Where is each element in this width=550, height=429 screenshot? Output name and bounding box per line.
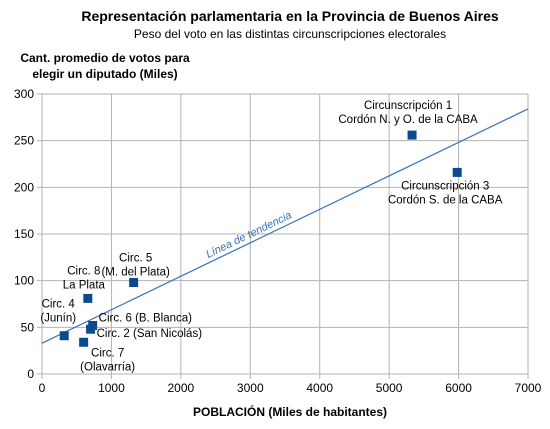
data-point-marker — [407, 130, 417, 140]
x-tick-label: 5000 — [376, 381, 403, 395]
x-tick-label: 4000 — [306, 381, 333, 395]
x-tick-label: 2000 — [168, 381, 195, 395]
trendline-label: Línea de tendencia — [204, 209, 294, 260]
data-point-marker — [59, 331, 69, 341]
y-tick-label: 50 — [21, 320, 35, 334]
data-point-label: Circ. 6 (B. Blanca) — [99, 312, 192, 324]
data-point-marker — [452, 167, 462, 177]
point-labels: Circunscripción 1 Cordón N. y O. de la CA… — [40, 100, 502, 373]
data-point-marker — [86, 324, 96, 334]
data-points — [59, 130, 462, 347]
data-point-marker — [79, 337, 89, 347]
data-point-label: Circ. 2 (San Nicolás) — [97, 328, 203, 340]
trendline-group: Línea de tendencia — [41, 108, 529, 344]
x-tick-label: 7000 — [515, 381, 542, 395]
x-axis-title: POBLACIÓN (Miles de habitantes) — [193, 404, 387, 419]
data-point-label: La Plata — [63, 279, 106, 291]
data-point-marker — [83, 293, 93, 303]
tick-labels: 0 1000 2000 3000 4000 5000 6000 7000 0 50 100 150 20… — [14, 87, 542, 395]
data-point-label: Circ. 5 — [119, 253, 152, 265]
data-point-label: Circ. 4 — [42, 299, 76, 311]
data-point-label: Cordón S. de la CABA — [388, 194, 503, 206]
grid — [37, 93, 529, 379]
data-point-label: (M. del Plata) — [101, 267, 170, 279]
x-tick-label: 0 — [39, 381, 46, 395]
data-point-label: (Junín) — [40, 313, 76, 325]
data-point-label: Circunscripción 1 — [364, 100, 452, 112]
y-tick-label: 200 — [14, 180, 34, 194]
y-tick-label: 0 — [27, 367, 34, 381]
data-point-label: Circ. 7 — [91, 347, 124, 359]
y-tick-label: 250 — [14, 134, 34, 148]
y-tick-label: 300 — [14, 87, 34, 101]
data-point-label: Circunscripción 3 — [401, 180, 489, 192]
x-tick-label: 3000 — [237, 381, 264, 395]
chart-subtitle: Peso del voto en las distintas circunscr… — [134, 27, 446, 41]
trendline — [41, 108, 529, 344]
data-point-label: Cordón N. y O. de la CABA — [338, 114, 478, 126]
x-tick-label: 1000 — [98, 381, 125, 395]
y-tick-label: 100 — [14, 274, 34, 288]
data-point-label: Circ. 8 — [67, 265, 100, 277]
y-tick-label: 150 — [14, 227, 34, 241]
data-point-marker — [129, 278, 139, 288]
y-axis-title-line-1: Cant. promedio de votos para — [20, 51, 190, 65]
x-tick-label: 6000 — [445, 381, 472, 395]
data-point-label: (Olavarría) — [80, 361, 135, 373]
y-axis-title-line-2: elegir un diputado (Miles) — [32, 67, 177, 81]
chart-title: Representación parlamentaria en la Provi… — [81, 8, 499, 24]
